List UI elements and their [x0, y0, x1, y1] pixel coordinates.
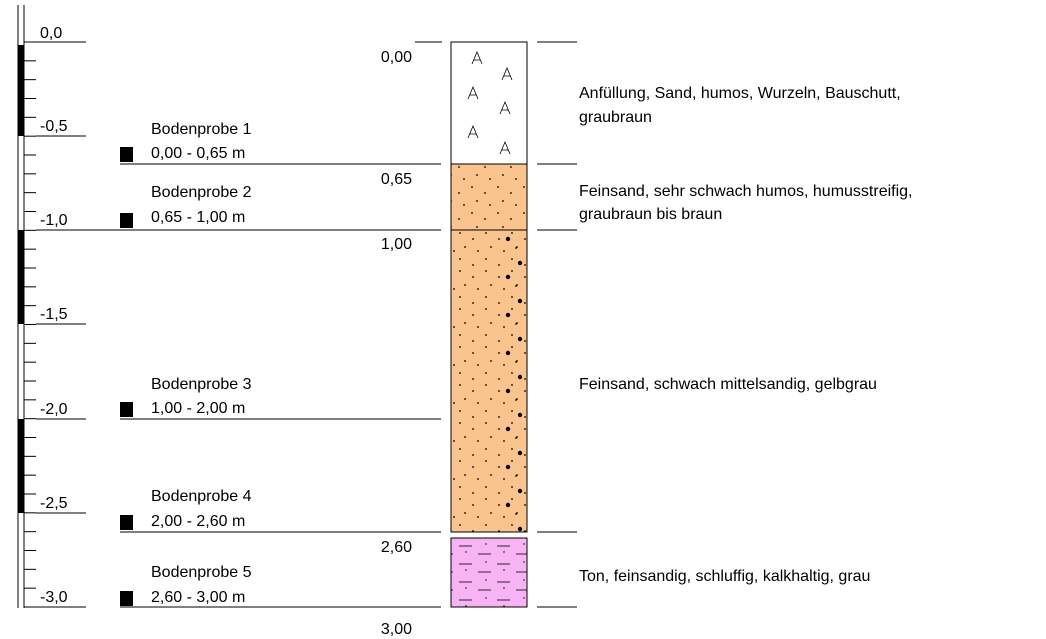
- sample-name: Bodenprobe 1: [151, 121, 252, 138]
- scale-label: -0,5: [40, 118, 68, 135]
- layer-description: Feinsand, sehr schwach humos, humusstrei…: [579, 183, 912, 200]
- depth-label: 1,00: [381, 236, 412, 253]
- sample-range: 2,60 - 3,00 m: [151, 589, 245, 606]
- sample-name: Bodenprobe 4: [151, 488, 252, 505]
- sample-name: Bodenprobe 3: [151, 376, 252, 393]
- sample-range: 0,00 - 0,65 m: [151, 145, 245, 162]
- depth-label: 0,65: [381, 171, 412, 188]
- layer-description: graubraun: [579, 109, 652, 126]
- layer-description: Feinsand, schwach mittelsandig, gelbgrau: [579, 376, 877, 393]
- sample-range: 1,00 - 2,00 m: [151, 400, 245, 417]
- scale-label: -1,0: [40, 212, 68, 229]
- depth-labels: 0,00 0,65 1,00 2,60 3,00: [381, 42, 442, 638]
- scale-label: 0,0: [40, 25, 62, 42]
- scale-label: -1,5: [40, 306, 68, 323]
- layer-description: Anfüllung, Sand, humos, Wurzeln, Bauschu…: [579, 85, 901, 102]
- samples: Bodenprobe 1 0,00 - 0,65 m Bodenprobe 2 …: [86, 121, 441, 607]
- depth-label: 2,60: [381, 539, 412, 556]
- scale-label: -2,5: [40, 495, 68, 512]
- layer-description: Ton, feinsandig, schluffig, kalkhaltig, …: [579, 568, 870, 585]
- sample-name: Bodenprobe 5: [151, 564, 252, 581]
- depth-scale: 0,0 -0,5 -1,0 -1,5 -2,0 -2,5 -3,0: [18, 5, 86, 608]
- descriptions: Anfüllung, Sand, humos, Wurzeln, Bauschu…: [579, 85, 912, 585]
- sample-range: 2,00 - 2,60 m: [151, 513, 245, 530]
- layer-description: graubraun bis braun: [579, 206, 722, 223]
- depth-label: 0,00: [381, 49, 412, 66]
- sample-range: 0,65 - 1,00 m: [151, 209, 245, 226]
- scale-label: -2,0: [40, 401, 68, 418]
- sample-name: Bodenprobe 2: [151, 184, 252, 201]
- depth-label: 3,00: [381, 621, 412, 638]
- scale-label: -3,0: [40, 589, 68, 606]
- soil-column: [451, 42, 577, 607]
- soil-profile: 0,0 -0,5 -1,0 -1,5 -2,0 -2,5 -3,0 Bodenp…: [0, 0, 1046, 639]
